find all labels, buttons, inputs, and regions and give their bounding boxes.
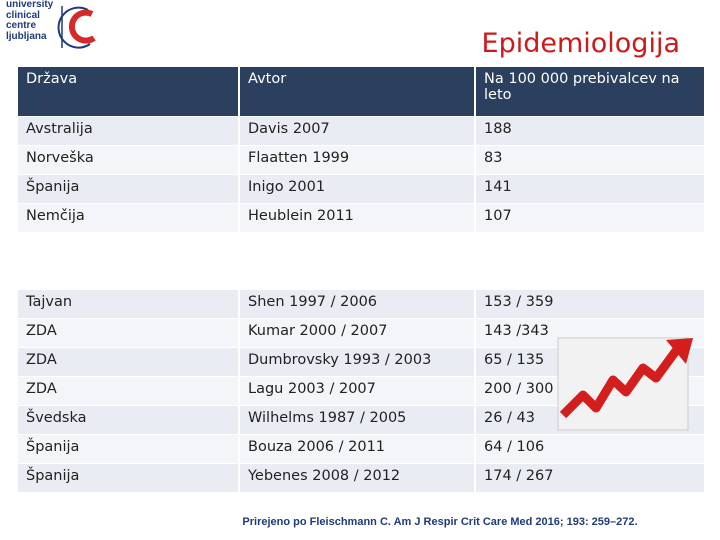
table-cell: Avtor — [240, 67, 476, 116]
table-cell: Španija — [18, 175, 240, 203]
table-row: Avstralija Davis 2007 188 — [18, 117, 706, 145]
citation: Prirejeno po Fleischmann C. Am J Respir … — [242, 516, 638, 528]
table-row: Država Avtor Na 100 000 prebivalcev na let… — [18, 67, 706, 116]
logo-line: university — [6, 0, 54, 10]
table-row: Norveška Flaatten 1999 83 — [18, 146, 706, 174]
logo-line: clinical — [6, 9, 40, 21]
table-cell: Heublein 2011 — [240, 204, 476, 232]
table-cell: Španija — [18, 464, 240, 492]
table-cell: 141 — [476, 175, 706, 203]
table-cell: Davis 2007 — [240, 117, 476, 145]
table-cell: 188 — [476, 117, 706, 145]
title: Epidemiologija — [481, 28, 680, 59]
table-cell: ZDA — [18, 377, 240, 405]
table-cell: 64 / 106 — [476, 435, 706, 463]
logo-line: centre — [6, 20, 37, 31]
logo-line: ljubljana — [6, 30, 47, 42]
table-cell: Lagu 2003 / 2007 — [240, 377, 476, 405]
table-cell: ZDA — [18, 319, 240, 347]
table-cell: Inigo 2001 — [240, 175, 476, 203]
table-row: Nemčija Heublein 2011 107 — [18, 204, 706, 232]
table-cell: Yebenes 2008 / 2012 — [240, 464, 476, 492]
table-cell: Španija — [18, 435, 240, 463]
table-row: Španija Yebenes 2008 / 2012 174 / 267 — [18, 464, 706, 492]
table-cell: Shen 1997 / 2006 — [240, 290, 476, 318]
table-cell: 153 / 359 — [476, 290, 706, 318]
table-cell: Wilhelms 1987 / 2005 — [240, 406, 476, 434]
table-cell: Nemčija — [18, 204, 240, 232]
table-cell: Dumbrovsky 1993 / 2003 — [240, 348, 476, 376]
table-cell: Flaatten 1999 — [240, 146, 476, 174]
table-cell: Kumar 2000 / 2007 — [240, 319, 476, 347]
table-cell: ZDA — [18, 348, 240, 376]
table-cell: Bouza 2006 / 2011 — [240, 435, 476, 463]
table-row: Španija Bouza 2006 / 2011 64 / 106 — [18, 435, 706, 463]
logo-text: university clinical centre ljubljana — [6, 0, 53, 42]
trend-icon — [557, 337, 693, 431]
table-cell: Avstralija — [18, 117, 240, 145]
table-cell: 174 / 267 — [476, 464, 706, 492]
table-cell: Na 100 000 prebivalcev na leto — [476, 67, 706, 116]
table-row: Španija Inigo 2001 141 — [18, 175, 706, 203]
table-cell: 83 — [476, 146, 706, 174]
table-cell: Norveška — [18, 146, 240, 174]
table-cell: 107 — [476, 204, 706, 232]
table-cell: Tajvan — [18, 290, 240, 318]
table-row: Tajvan Shen 1997 / 2006 153 / 359 — [18, 290, 706, 318]
logo-mark — [57, 6, 96, 49]
table-cell: Država — [18, 67, 240, 116]
table-cell: Švedska — [18, 406, 240, 434]
table-row: ZDA Kumar 2000 / 2007 143 /343 — [18, 319, 706, 347]
